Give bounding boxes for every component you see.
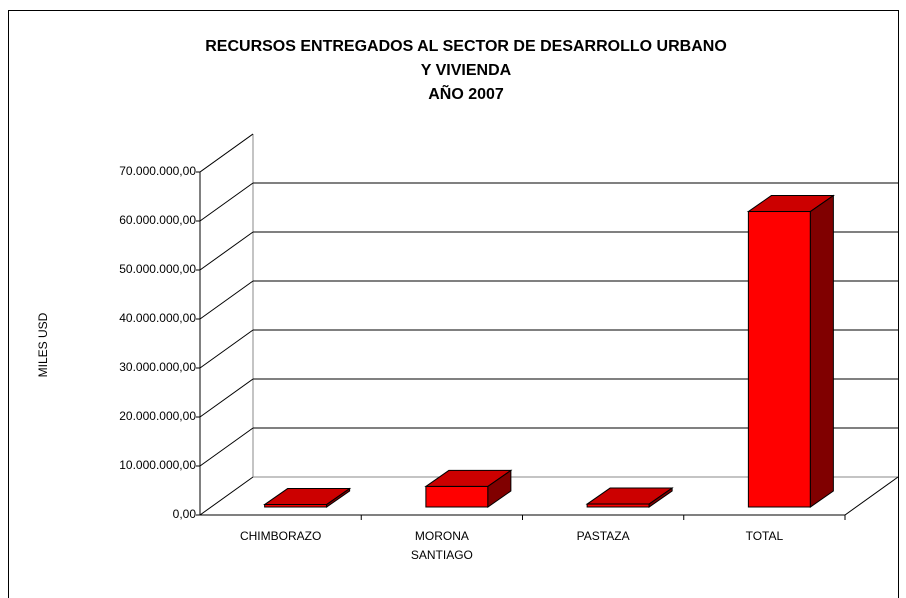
y-tick-label: 50.000.000,00	[119, 262, 196, 276]
grid-diagonal	[199, 378, 254, 418]
grid-diagonal	[199, 231, 254, 271]
y-tick-label: 60.000.000,00	[119, 213, 196, 227]
grid-diagonal	[199, 182, 254, 222]
x-tick-label: MORONA	[415, 529, 469, 543]
x-tick-label: TOTAL	[746, 529, 784, 543]
grid-diagonal	[199, 476, 254, 516]
grid-diagonal	[199, 329, 254, 369]
chart-title: Y VIVIENDA	[421, 62, 512, 79]
x-tick-label: PASTAZA	[577, 529, 630, 543]
y-axis-label: MILES USD	[36, 312, 50, 377]
grid-diagonal	[199, 133, 254, 173]
bar-side	[648, 487, 673, 508]
bar-side	[809, 194, 834, 508]
grid-diagonal	[199, 427, 254, 467]
chart-title: RECURSOS ENTREGADOS AL SECTOR DE DESARRO…	[205, 38, 727, 55]
y-tick-label: 20.000.000,00	[119, 409, 196, 423]
y-tick-label: 40.000.000,00	[119, 311, 196, 325]
chart-title: AÑO 2007	[428, 83, 504, 103]
grid-diagonal	[199, 280, 254, 320]
bar-side	[326, 487, 351, 508]
x-tick-label: CHIMBORAZO	[240, 529, 321, 543]
y-tick-label: 10.000.000,00	[119, 458, 196, 472]
bar	[747, 211, 811, 508]
x-tick-label: SANTIAGO	[411, 548, 473, 562]
bar	[425, 485, 489, 508]
y-tick-label: 70.000.000,00	[119, 164, 196, 178]
y-tick-label: 0,00	[173, 507, 197, 521]
y-tick-label: 30.000.000,00	[119, 360, 196, 374]
bar-side	[487, 469, 512, 508]
